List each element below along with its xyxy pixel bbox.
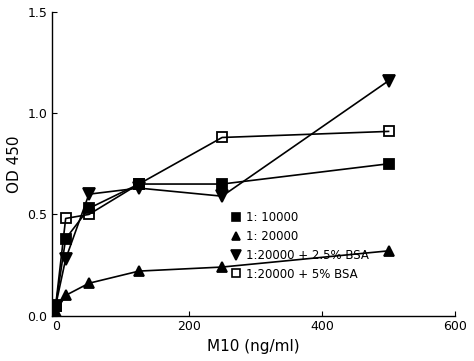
Y-axis label: OD 450: OD 450 <box>7 135 22 192</box>
X-axis label: M10 (ng/ml): M10 (ng/ml) <box>208 339 300 354</box>
Legend: 1: 10000, 1: 20000, 1:20000 + 2.5% BSA, 1:20000 + 5% BSA: 1: 10000, 1: 20000, 1:20000 + 2.5% BSA, … <box>228 206 374 285</box>
